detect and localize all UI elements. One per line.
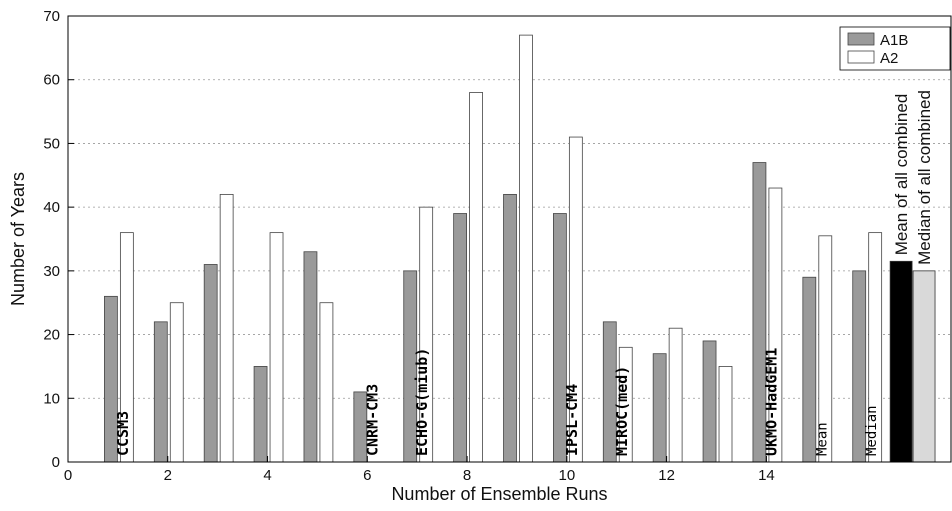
x-tick-label: 8 (463, 467, 471, 484)
plot-frame (67, 15, 952, 463)
legend-label: A2 (880, 50, 898, 67)
bar-a1b (702, 340, 717, 463)
y-tick-label: 20 (43, 327, 60, 344)
combined-label: Mean of all combined (892, 94, 911, 256)
bar-a1b (503, 193, 517, 463)
bar-a1b (453, 213, 467, 463)
x-tick-label: 10 (559, 467, 576, 484)
bar-a1b (303, 251, 318, 463)
bar-a1b (203, 264, 218, 463)
model-label: Median (864, 405, 880, 456)
bar-a2 (519, 34, 533, 463)
bar-a2 (668, 327, 683, 463)
y-tick-label: 60 (43, 72, 60, 89)
y-tick-label: 40 (43, 199, 60, 216)
bar-a2 (718, 366, 733, 463)
bar-a2 (319, 302, 334, 463)
x-tick-label: 14 (758, 467, 775, 484)
model-label: MIROC(med) (613, 366, 631, 456)
y-tick-label: 70 (43, 8, 60, 25)
model-labels: CCSM3 CNRM-CM3 ECHO-G(miub) IPSL-CM4 MIROC(m… (114, 348, 880, 456)
bar-a1b (153, 321, 168, 463)
bar-a1b (652, 353, 667, 463)
legend-swatch-a2 (847, 50, 875, 64)
combined-bar (912, 270, 936, 463)
model-label: CNRM-CM3 (363, 384, 381, 456)
combined-bar (889, 260, 913, 463)
x-axis-title: Number of Ensemble Runs (391, 484, 607, 504)
bar-a2 (219, 193, 234, 463)
model-label: IPSL-CM4 (563, 384, 581, 456)
bar-a2 (169, 302, 184, 463)
bar-a2 (269, 232, 284, 463)
x-tick-label: 4 (263, 467, 271, 484)
y-tick-label: 50 (43, 135, 60, 152)
model-label: CCSM3 (114, 411, 132, 456)
combined-bars: Mean of all combined Median of all combin… (889, 90, 936, 463)
x-tick-label: 12 (658, 467, 675, 484)
x-tick-label: 0 (64, 467, 72, 484)
bar-group (104, 34, 883, 463)
y-tick-label: 10 (43, 390, 60, 407)
x-tick-label: 2 (164, 467, 172, 484)
model-label: UKMO-HadGEM1 (762, 348, 780, 456)
model-label: ECHO-G(miub) (413, 348, 431, 456)
model-label: Mean (814, 422, 830, 456)
combined-label: Median of all combined (915, 90, 934, 265)
x-tick-label: 6 (363, 467, 371, 484)
legend-label: A1B (880, 32, 908, 49)
y-tick-label: 0 (52, 454, 60, 471)
bar-a2 (469, 92, 483, 463)
y-axis-title: Number of Years (8, 172, 28, 306)
bar-a1b (253, 366, 268, 463)
y-tick-label: 30 (43, 263, 60, 280)
legend-swatch-a1b (847, 32, 875, 46)
axis-ticks: 0 10 20 30 40 50 60 70 0 2 4 6 8 10 12 14 (43, 8, 774, 484)
